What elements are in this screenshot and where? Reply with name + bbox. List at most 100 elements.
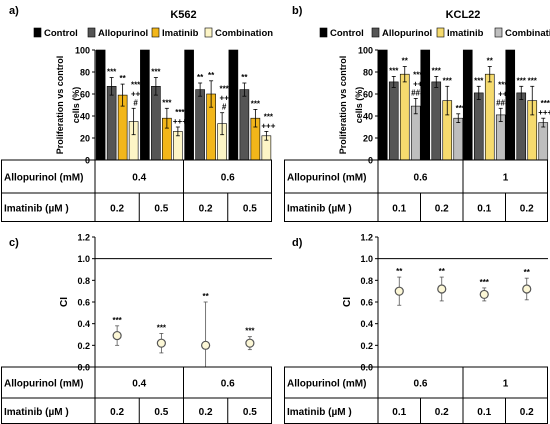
legend-swatch bbox=[319, 27, 328, 38]
y-axis-label: CI bbox=[342, 297, 353, 307]
significance-label: ++ bbox=[413, 79, 423, 88]
y-axis-label: CI bbox=[59, 297, 70, 307]
significance-label: *** bbox=[541, 99, 550, 108]
significance-label: ** bbox=[396, 267, 403, 276]
y-tick-label: 40 bbox=[80, 112, 90, 122]
legend-label: Allopurinol bbox=[98, 28, 148, 39]
table-cell-imatinib: 0.2 bbox=[199, 204, 213, 215]
bar bbox=[462, 49, 473, 161]
panel-label: c) bbox=[9, 237, 19, 249]
table-label-imatinib: Imatinib (µM ) bbox=[4, 204, 69, 215]
bar bbox=[195, 89, 205, 161]
table-cell-allopurinol: 0.4 bbox=[132, 173, 146, 184]
table-cell-allopurinol: 1 bbox=[503, 173, 509, 184]
legend-swatch bbox=[436, 27, 445, 38]
significance-label: *** bbox=[528, 76, 538, 85]
bar bbox=[228, 49, 239, 161]
table-cell-allopurinol: 0.6 bbox=[221, 173, 235, 184]
significance-label: *** bbox=[112, 316, 122, 325]
legend-swatch bbox=[494, 27, 503, 38]
significance-label: ++ bbox=[219, 94, 229, 103]
significance-label: *** bbox=[175, 108, 185, 117]
y-tick-label: 1.2 bbox=[77, 233, 90, 243]
bar bbox=[420, 49, 431, 161]
bar bbox=[388, 81, 399, 161]
significance-label: *** bbox=[480, 278, 490, 287]
ci-marker bbox=[437, 284, 447, 294]
significance-label: *** bbox=[456, 104, 466, 113]
table-cell-allopurinol: 0.6 bbox=[414, 173, 428, 184]
table-label-allopurinol: Allopurinol (mM) bbox=[4, 379, 83, 390]
legend-swatch bbox=[151, 27, 160, 38]
legend-swatch bbox=[371, 27, 380, 38]
significance-label: ** bbox=[439, 267, 446, 276]
panel-label: d) bbox=[292, 237, 303, 249]
ci-marker bbox=[201, 340, 211, 350]
table-cell-imatinib: 0.2 bbox=[110, 407, 124, 418]
significance-label: *** bbox=[107, 68, 117, 77]
bar bbox=[95, 49, 106, 161]
significance-label: ** bbox=[487, 57, 494, 66]
significance-label: ** bbox=[524, 268, 531, 277]
ci-marker bbox=[394, 286, 404, 296]
table-label-imatinib: Imatinib (µM ) bbox=[287, 204, 352, 215]
bar bbox=[140, 49, 150, 161]
y-tick-label: 0.2 bbox=[77, 341, 90, 351]
ci-marker bbox=[479, 289, 489, 300]
table-cell-imatinib: 0.2 bbox=[110, 204, 124, 215]
ci-marker bbox=[522, 284, 532, 294]
y-tick-label: 80 bbox=[80, 68, 90, 78]
y-tick-label: 20 bbox=[363, 134, 373, 144]
significance-label: +++ bbox=[538, 108, 550, 117]
panel-label: a) bbox=[9, 5, 19, 17]
y-axis-label: Proliferation vs control bbox=[338, 56, 348, 155]
table-label-allopurinol: Allopurinol (mM) bbox=[287, 173, 366, 184]
y-tick-label: 0.8 bbox=[77, 276, 90, 286]
table-cell-imatinib: 0.1 bbox=[477, 204, 491, 215]
table-label-allopurinol: Allopurinol (mM) bbox=[4, 173, 83, 184]
y-tick-label: 1.0 bbox=[360, 254, 373, 264]
significance-label: ### bbox=[496, 98, 510, 107]
y-tick-label: 60 bbox=[363, 90, 373, 100]
y-axis-label: cells (%) bbox=[71, 87, 81, 124]
significance-label: ** bbox=[241, 73, 248, 82]
table-cell-imatinib: 0.1 bbox=[392, 204, 406, 215]
bar bbox=[239, 89, 250, 161]
significance-label: # bbox=[222, 103, 227, 112]
table-cell-imatinib: 0.2 bbox=[520, 407, 534, 418]
y-tick-label: 1.0 bbox=[77, 254, 90, 264]
y-tick-label: 100 bbox=[358, 46, 373, 56]
significance-label: *** bbox=[251, 99, 261, 108]
legend-swatch bbox=[33, 27, 42, 38]
panel-label: b) bbox=[292, 5, 303, 17]
y-tick-label: 0.6 bbox=[77, 298, 90, 308]
legend-swatch bbox=[204, 27, 213, 38]
legend-label: Allopurinol bbox=[382, 28, 432, 39]
legend-label: Imatinib bbox=[162, 28, 199, 39]
bar bbox=[184, 49, 194, 161]
chart-title: K562 bbox=[170, 9, 196, 21]
significance-label: *** bbox=[157, 323, 167, 332]
y-tick-label: 1.2 bbox=[360, 233, 373, 243]
y-tick-label: 0.4 bbox=[77, 319, 90, 329]
table-cell-imatinib: 0.5 bbox=[243, 407, 257, 418]
significance-label: *** bbox=[245, 327, 255, 336]
significance-label: ** bbox=[402, 57, 409, 66]
significance-label: *** bbox=[151, 68, 161, 77]
significance-label: *** bbox=[264, 112, 274, 121]
legend-label: Imatinib bbox=[447, 28, 484, 39]
legend-label: Control bbox=[44, 28, 78, 39]
table-cell-imatinib: 0.1 bbox=[392, 407, 406, 418]
significance-label: *** bbox=[219, 85, 229, 94]
significance-label: *** bbox=[413, 70, 423, 79]
bar bbox=[516, 92, 527, 161]
significance-label: *** bbox=[389, 66, 399, 75]
bar bbox=[453, 117, 464, 161]
significance-label: *** bbox=[432, 66, 442, 75]
y-tick-label: 80 bbox=[363, 68, 373, 78]
bar bbox=[151, 86, 161, 161]
table-cell-imatinib: 0.2 bbox=[520, 204, 534, 215]
legend-label: Combination bbox=[505, 28, 550, 39]
significance-label: *** bbox=[162, 98, 172, 107]
y-tick-label: 0.8 bbox=[360, 276, 373, 286]
